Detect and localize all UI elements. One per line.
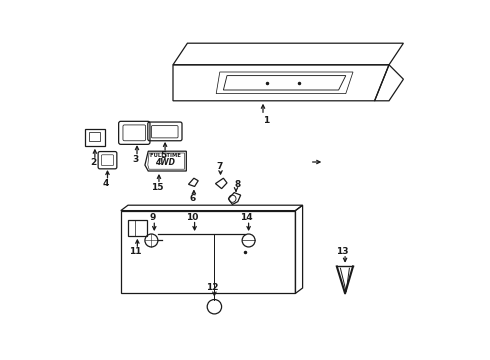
Bar [128,220,147,236]
Text: 4WD: 4WD [155,158,175,167]
Text: 2: 2 [90,158,96,167]
Text: 5: 5 [161,151,167,160]
Text: FULL TIME: FULL TIME [150,153,181,158]
Text: 8: 8 [235,180,241,189]
Text: 14: 14 [240,213,253,222]
Text: 15: 15 [150,183,163,192]
Bar [90,132,99,141]
Text: 7: 7 [217,162,223,171]
Text: 1: 1 [264,116,270,125]
Bar [85,129,104,146]
Text: 11: 11 [128,248,141,256]
Text: 10: 10 [186,212,198,222]
Text: 13: 13 [336,247,348,256]
Text: 12: 12 [206,283,218,292]
Text: 4: 4 [103,179,109,188]
Text: 6: 6 [189,194,196,203]
Text: 3: 3 [133,155,139,163]
Text: 9: 9 [149,213,156,222]
